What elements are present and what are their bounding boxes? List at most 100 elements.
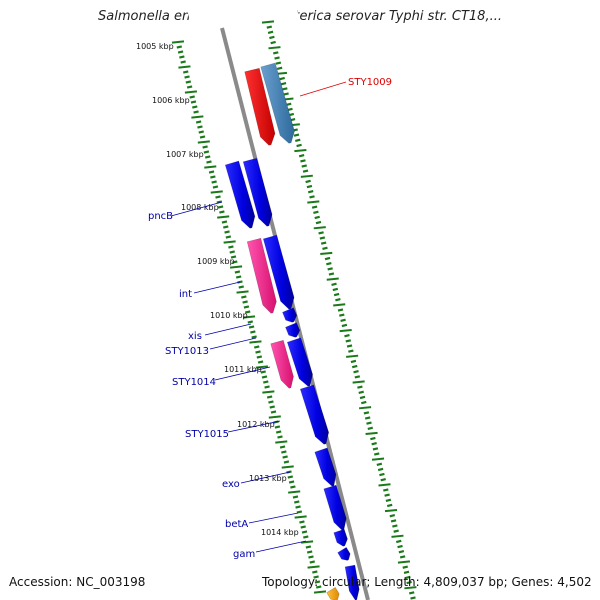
left-tick-mark [234,270,241,274]
right-tick-mark [318,231,324,235]
right-tick-mark [273,51,279,55]
kbp-label: 1011 kbp [224,365,262,374]
gene-arrow[interactable] [242,157,273,227]
right-tick-mark [371,442,377,446]
gene-label-sty1014[interactable]: STY1014 [172,377,216,388]
gene-arrow-pink[interactable] [246,237,277,314]
left-tick-mark [248,325,255,329]
gene-label-gam[interactable]: gam [233,549,255,560]
left-tick-mark [203,150,210,154]
right-tick-mark [384,508,398,513]
right-tick-mark [357,385,363,389]
right-tick-mark [314,215,320,220]
left-tick-mark [309,560,316,564]
gene-arrow[interactable] [333,528,348,547]
right-tick-mark [333,303,346,307]
left-tick-mark [255,350,261,354]
gene-arrow-pink[interactable] [270,339,294,389]
left-tick-mark [306,550,313,554]
gene-label-pncb[interactable]: pncB [148,211,173,222]
left-tick-mark [190,100,197,104]
gene-label-exo[interactable]: exo [222,479,240,490]
left-tick-mark [242,315,256,319]
left-tick-mark [312,570,318,574]
right-tick-mark [331,282,337,286]
right-tick-mark [274,56,280,60]
left-tick-mark [260,370,266,374]
right-tick-mark [320,251,333,256]
gene-arrow-red[interactable] [244,67,276,146]
gene-label-xis[interactable]: xis [188,331,202,342]
left-tick-mark [192,105,198,109]
right-tick-mark [351,364,358,369]
gene-arrow[interactable] [314,447,337,487]
gene-label-sty1013[interactable]: STY1013 [165,346,209,357]
left-tick-mark [279,445,286,449]
gene-arrow[interactable] [224,160,256,229]
right-tick-mark [359,395,366,400]
left-tick-mark [195,120,202,124]
gene-arrow[interactable] [285,322,301,338]
right-tick-mark [302,169,309,173]
right-tick-mark [399,555,406,559]
left-tick-mark [277,435,283,439]
left-tick-mark [281,450,287,454]
left-tick-mark [184,90,198,94]
gene-label-int[interactable]: int [179,289,192,300]
left-tick-mark [208,170,215,174]
gene-arrow[interactable] [299,384,330,445]
gene-arrow[interactable] [337,546,351,561]
left-tick-mark [269,405,275,409]
right-tick-mark [280,82,287,86]
right-tick-mark [283,92,289,96]
left-tick-mark [215,195,221,199]
gene-label-beta[interactable]: betA [225,519,248,530]
left-tick-mark [292,495,299,499]
left-tick-mark [217,205,224,209]
right-tick-mark [269,35,275,40]
right-tick-mark [396,539,402,544]
left-tick-mark [307,565,320,569]
left-tick-mark [228,245,234,249]
right-tick-mark [295,138,301,142]
left-tick-mark [301,530,308,534]
gene-label-sty1009[interactable]: STY1009 [348,77,392,88]
right-tick-mark [386,503,393,508]
right-tick-mark [300,174,313,178]
left-tick-mark [224,230,230,234]
kbp-label: 1009 kbp [197,257,235,266]
left-tick-mark [216,200,223,204]
left-tick-mark [294,500,300,504]
left-tick-mark [275,430,282,434]
left-tick-ring [171,40,327,594]
kbp-label: 1005 kbp [136,42,174,51]
right-tick-mark [332,287,339,292]
left-tick-mark [193,110,199,114]
right-tick-mark [275,61,282,65]
right-tick-mark [337,308,344,312]
kbp-label: 1010 kbp [210,311,248,320]
right-tick-mark [376,462,383,466]
left-tick-mark [315,585,322,589]
left-tick-mark [180,60,186,64]
right-tick-mark [294,148,307,153]
right-tick-mark [393,529,399,533]
left-tick-mark [241,295,247,299]
gene-label-leader [209,337,257,350]
left-tick-mark [300,525,306,529]
gene-arrow[interactable] [286,337,313,387]
left-tick-mark [253,345,260,349]
gene-arrow-steel[interactable] [260,62,295,144]
gene-arrow[interactable] [282,307,298,323]
gene-label-sty1015[interactable]: STY1015 [185,429,229,440]
right-tick-mark [389,514,396,518]
left-tick-mark [250,330,256,334]
right-tick-mark [326,262,332,266]
right-tick-mark [315,220,322,225]
right-tick-mark [402,565,408,569]
gene-arrow[interactable] [262,234,295,310]
right-tick-mark [345,339,352,343]
left-tick-mark [251,335,257,339]
left-tick-mark [171,40,185,44]
right-tick-mark [377,467,384,472]
